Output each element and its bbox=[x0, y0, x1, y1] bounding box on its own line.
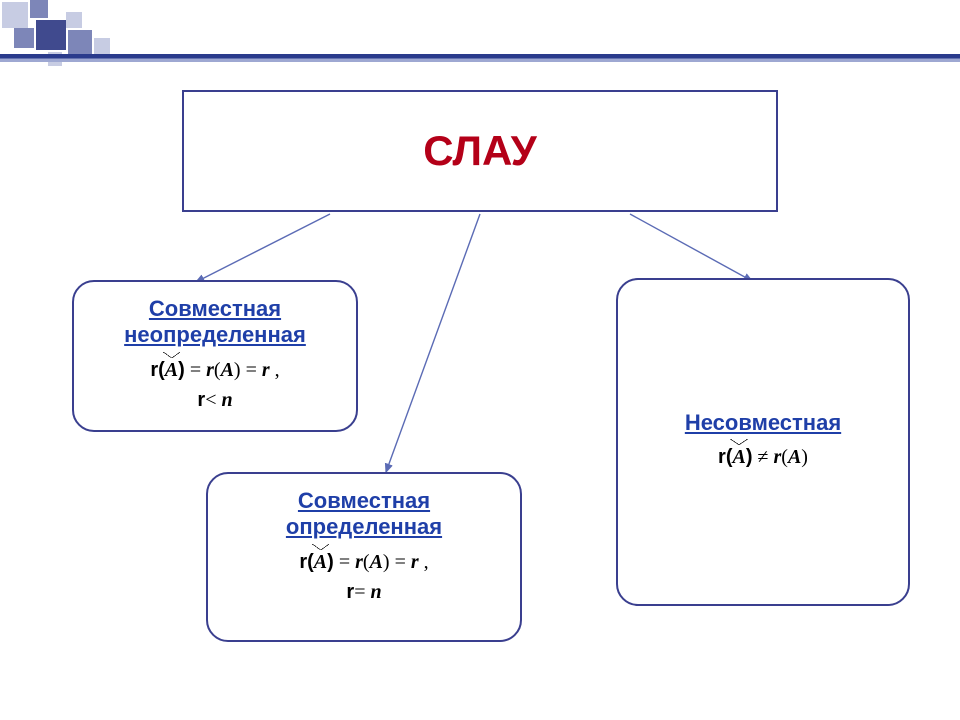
node-formula: r(A) ≠ r(A) bbox=[636, 442, 890, 472]
heading-line: Несовместная bbox=[685, 410, 841, 435]
node-heading: Совместная определенная bbox=[226, 488, 502, 541]
node-heading: Несовместная bbox=[636, 410, 890, 436]
diagram-title: СЛАУ bbox=[423, 127, 537, 175]
node-formula: r(A) = r(A) = r ,r< n bbox=[92, 355, 338, 415]
heading-line: неопределенная bbox=[124, 322, 306, 347]
heading-line: Совместная bbox=[298, 488, 430, 513]
node-inconsistent: Несовместная r(A) ≠ r(A) bbox=[616, 278, 910, 606]
node-heading: Совместная неопределенная bbox=[92, 296, 338, 349]
node-consistent-indeterminate: Совместная неопределенная r(A) = r(A) = … bbox=[72, 280, 358, 432]
header-bar bbox=[0, 54, 960, 62]
title-box: СЛАУ bbox=[182, 90, 778, 212]
node-consistent-determinate: Совместная определенная r(A) = r(A) = r … bbox=[206, 472, 522, 642]
heading-line: определенная bbox=[286, 514, 442, 539]
node-formula: r(A) = r(A) = r ,r= n bbox=[226, 547, 502, 607]
heading-line: Совместная bbox=[149, 296, 281, 321]
